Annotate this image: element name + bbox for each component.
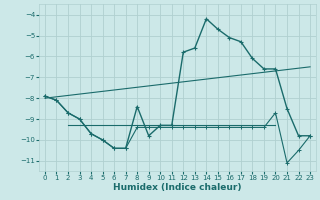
X-axis label: Humidex (Indice chaleur): Humidex (Indice chaleur) bbox=[113, 183, 242, 192]
